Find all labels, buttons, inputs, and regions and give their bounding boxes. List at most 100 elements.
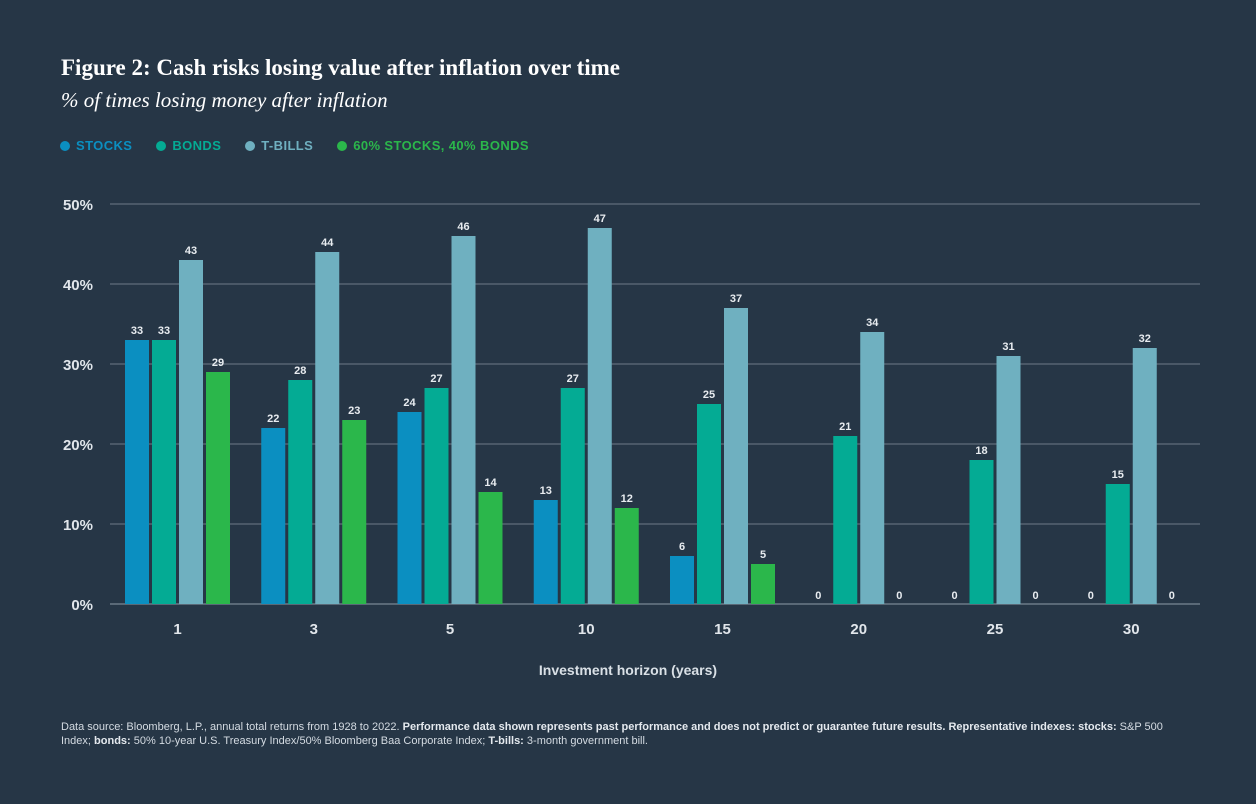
chart-title: Figure 2: Cash risks losing value after … [61, 55, 621, 80]
data-label: 47 [594, 213, 606, 225]
legend-label-bonds: BONDS [172, 138, 222, 153]
bar-60-stocks-40-bonds-1 [206, 372, 230, 604]
bar-bonds-15 [697, 404, 721, 604]
bar-t-bills-3 [315, 252, 340, 604]
bar-stocks-1 [125, 340, 149, 604]
y-tick-label: 10% [63, 517, 93, 534]
data-label: 34 [866, 317, 879, 329]
bar-stocks-3 [261, 428, 286, 604]
bar-60-stocks-40-bonds-5 [478, 492, 503, 604]
footnote-source: Data source: Bloomberg, L.P., annual tot… [61, 721, 403, 733]
data-label: 12 [621, 493, 633, 505]
x-axis-label: Investment horizon (years) [539, 662, 717, 678]
footnote-tbills-index: 3-month government bill. [523, 735, 648, 747]
footnote-stocks-index: S&P 500 Index; [61, 721, 1163, 747]
bar-t-bills-30 [1132, 348, 1157, 604]
data-label: 44 [321, 237, 334, 249]
data-label: 0 [1032, 590, 1038, 602]
x-tick-label: 25 [987, 621, 1004, 638]
bar-60-stocks-40-bonds-10 [614, 508, 639, 604]
x-tick-label: 30 [1123, 621, 1140, 638]
data-label: 0 [951, 590, 957, 602]
data-label: 0 [1169, 590, 1175, 602]
x-tick-label: 20 [850, 621, 867, 638]
legend-swatch-balanced [337, 140, 348, 151]
x-tick-label: 3 [310, 621, 318, 638]
data-label: 21 [839, 421, 851, 433]
data-label: 46 [457, 221, 469, 233]
bar-bonds-30 [1105, 484, 1130, 604]
data-label: 6 [679, 541, 685, 553]
legend-label-balanced: 60% STOCKS, 40% BONDS [353, 138, 529, 153]
chart-subtitle: % of times losing money after inflation [61, 88, 388, 112]
bar-t-bills-15 [724, 308, 748, 604]
data-label: 0 [896, 590, 902, 602]
x-tick-label: 1 [173, 621, 181, 638]
bar-bonds-10 [560, 388, 585, 604]
bar-t-bills-20 [860, 332, 885, 604]
chart-legend: STOCKS BONDS T-BILLS 60% STOCKS, 40% BON… [60, 138, 529, 153]
y-tick-label: 0% [71, 597, 93, 614]
footnote-bonds-label: bonds: [94, 735, 131, 747]
x-tick-label: 5 [446, 621, 454, 638]
data-labels: 33 33 43 29 22 28 44 23 24 27 46 14 13 27 47 12 6 25 37 5 0 2… [131, 213, 1175, 602]
data-label: 33 [131, 325, 143, 337]
bar-t-bills-10 [587, 228, 612, 604]
data-label: 27 [430, 373, 442, 385]
footnote-bonds-index: 50% 10-year U.S. Treasury Index/50% Bloo… [130, 735, 489, 747]
bar-60-stocks-40-bonds-3 [342, 420, 367, 604]
y-tick-label: 40% [63, 277, 93, 294]
data-label: 37 [730, 293, 742, 305]
legend-label-tbills: T-BILLS [261, 138, 314, 153]
data-label: 24 [403, 397, 416, 409]
bar-bonds-1 [152, 340, 176, 604]
bar-bonds-20 [833, 436, 858, 604]
data-label: 0 [815, 590, 821, 602]
bar-t-bills-1 [179, 260, 203, 604]
y-tick-label: 20% [63, 437, 93, 454]
footnote-tbills-label: T-bills: [488, 735, 524, 747]
bar-bonds-3 [288, 380, 313, 604]
data-label: 23 [348, 405, 360, 417]
axis-ticks: 0%10%20%30%40%50%1 3 5 10 15 20 25 30 [63, 197, 1140, 638]
y-tick-label: 30% [63, 357, 93, 374]
bar-chart: 33 33432922284423242746141327471262537502… [63, 197, 1200, 678]
data-label: 43 [185, 245, 197, 257]
data-label: 15 [1112, 469, 1124, 481]
data-label: 33 [158, 325, 170, 337]
legend-swatch-stocks [60, 140, 70, 151]
y-tick-label: 50% [63, 197, 93, 214]
legend-swatch-tbills [245, 140, 256, 151]
data-label: 18 [975, 445, 987, 457]
bars [125, 228, 1157, 604]
legend-item-balanced: 60% STOCKS, 40% BONDS [337, 138, 529, 153]
footnote-disclaimer: Performance data shown represents past p… [402, 721, 1117, 733]
data-label: 0 [1088, 590, 1094, 602]
bar-stocks-10 [533, 500, 558, 604]
legend-item-stocks: STOCKS [60, 138, 132, 153]
legend-item-bonds: BONDS [156, 138, 221, 153]
data-label: 31 [1002, 341, 1014, 353]
bar-stocks-15 [670, 556, 694, 604]
data-label: 32 [1139, 333, 1151, 345]
legend-item-tbills: T-BILLS [245, 138, 313, 153]
bar-60-stocks-40-bonds-15 [751, 564, 775, 604]
data-label: 22 [267, 413, 279, 425]
legend-label-stocks: STOCKS [76, 138, 133, 153]
legend-swatch-bonds [156, 140, 167, 151]
bar-stocks-5 [397, 412, 422, 604]
data-label: 29 [212, 357, 224, 369]
data-label: 27 [567, 373, 579, 385]
bar-bonds-25 [969, 460, 994, 604]
x-tick-label: 15 [714, 621, 731, 638]
footnote: Data source: Bloomberg, L.P., annual tot… [61, 720, 1191, 748]
data-label: 13 [540, 485, 552, 497]
data-label: 5 [760, 549, 766, 561]
bar-t-bills-5 [451, 236, 476, 604]
data-label: 14 [484, 477, 497, 489]
data-label: 28 [294, 365, 306, 377]
data-label: 25 [703, 389, 715, 401]
bar-t-bills-25 [996, 356, 1021, 604]
x-tick-label: 10 [578, 621, 595, 638]
bar-bonds-5 [424, 388, 449, 604]
